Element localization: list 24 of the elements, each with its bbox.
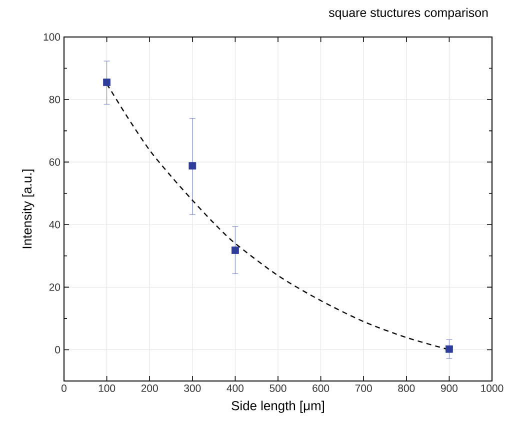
x-tick-label: 400: [226, 384, 244, 392]
x-tick-label: 100: [98, 384, 116, 392]
y-tick-label: 40: [49, 220, 60, 228]
y-tick-label: 80: [49, 96, 60, 104]
x-tick-label: 700: [355, 384, 372, 392]
x-tick-label: 0: [62, 384, 67, 392]
y-tick-label: 20: [49, 283, 60, 291]
y-tick-label: 100: [44, 33, 60, 41]
x-axis-title: Side length [μm]: [232, 400, 324, 413]
x-tick-label: 1000: [481, 384, 504, 392]
x-tick-label: 600: [312, 384, 330, 392]
x-tick-label: 300: [184, 384, 201, 392]
x-tick-label: 500: [270, 384, 286, 392]
y-tick-label: 60: [49, 158, 60, 166]
x-tick-label: 800: [398, 384, 415, 392]
point: [103, 78, 111, 86]
point: [188, 162, 196, 170]
y-axis-title: Intensity [a.u.]: [22, 170, 34, 248]
y-tick-label: 0: [55, 346, 60, 354]
point: [446, 345, 453, 353]
point: [232, 246, 239, 254]
x-tick-label: 200: [141, 384, 158, 392]
x-tick-label: 900: [440, 384, 458, 392]
chart-title: square stuctures comparison: [328, 8, 488, 20]
